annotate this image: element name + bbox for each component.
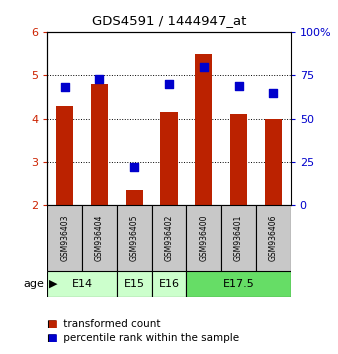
- Text: ■  percentile rank within the sample: ■ percentile rank within the sample: [47, 333, 239, 343]
- Bar: [117, 271, 152, 297]
- Bar: [186, 271, 291, 297]
- Point: [62, 85, 67, 90]
- Text: GSM936404: GSM936404: [95, 215, 104, 261]
- Text: GSM936401: GSM936401: [234, 215, 243, 261]
- Bar: [47, 205, 82, 271]
- Bar: [160, 112, 178, 205]
- Point: [166, 81, 172, 87]
- Text: ▶: ▶: [49, 279, 57, 289]
- Text: GDS4591 / 1444947_at: GDS4591 / 1444947_at: [92, 14, 246, 27]
- Text: age: age: [23, 279, 44, 289]
- Text: GSM936402: GSM936402: [165, 215, 173, 261]
- Bar: [256, 205, 291, 271]
- Text: ■: ■: [47, 333, 57, 343]
- Text: ■: ■: [47, 319, 57, 329]
- Bar: [91, 84, 108, 205]
- Point: [131, 164, 137, 170]
- Text: E16: E16: [159, 279, 179, 289]
- Text: GSM936400: GSM936400: [199, 215, 208, 261]
- Bar: [265, 119, 282, 205]
- Bar: [152, 271, 186, 297]
- Bar: [82, 205, 117, 271]
- Text: GSM936403: GSM936403: [60, 215, 69, 261]
- Bar: [195, 53, 213, 205]
- Bar: [186, 205, 221, 271]
- Point: [201, 64, 207, 69]
- Bar: [230, 114, 247, 205]
- Bar: [117, 205, 152, 271]
- Point: [271, 90, 276, 96]
- Text: E14: E14: [72, 279, 93, 289]
- Bar: [152, 205, 186, 271]
- Text: GSM936406: GSM936406: [269, 215, 278, 261]
- Point: [97, 76, 102, 81]
- Text: GSM936405: GSM936405: [130, 215, 139, 261]
- Bar: [221, 205, 256, 271]
- Text: E15: E15: [124, 279, 145, 289]
- Point: [236, 83, 241, 88]
- Bar: [125, 190, 143, 205]
- Bar: [56, 105, 73, 205]
- Text: ■  transformed count: ■ transformed count: [47, 319, 161, 329]
- Bar: [47, 271, 117, 297]
- Text: E17.5: E17.5: [223, 279, 255, 289]
